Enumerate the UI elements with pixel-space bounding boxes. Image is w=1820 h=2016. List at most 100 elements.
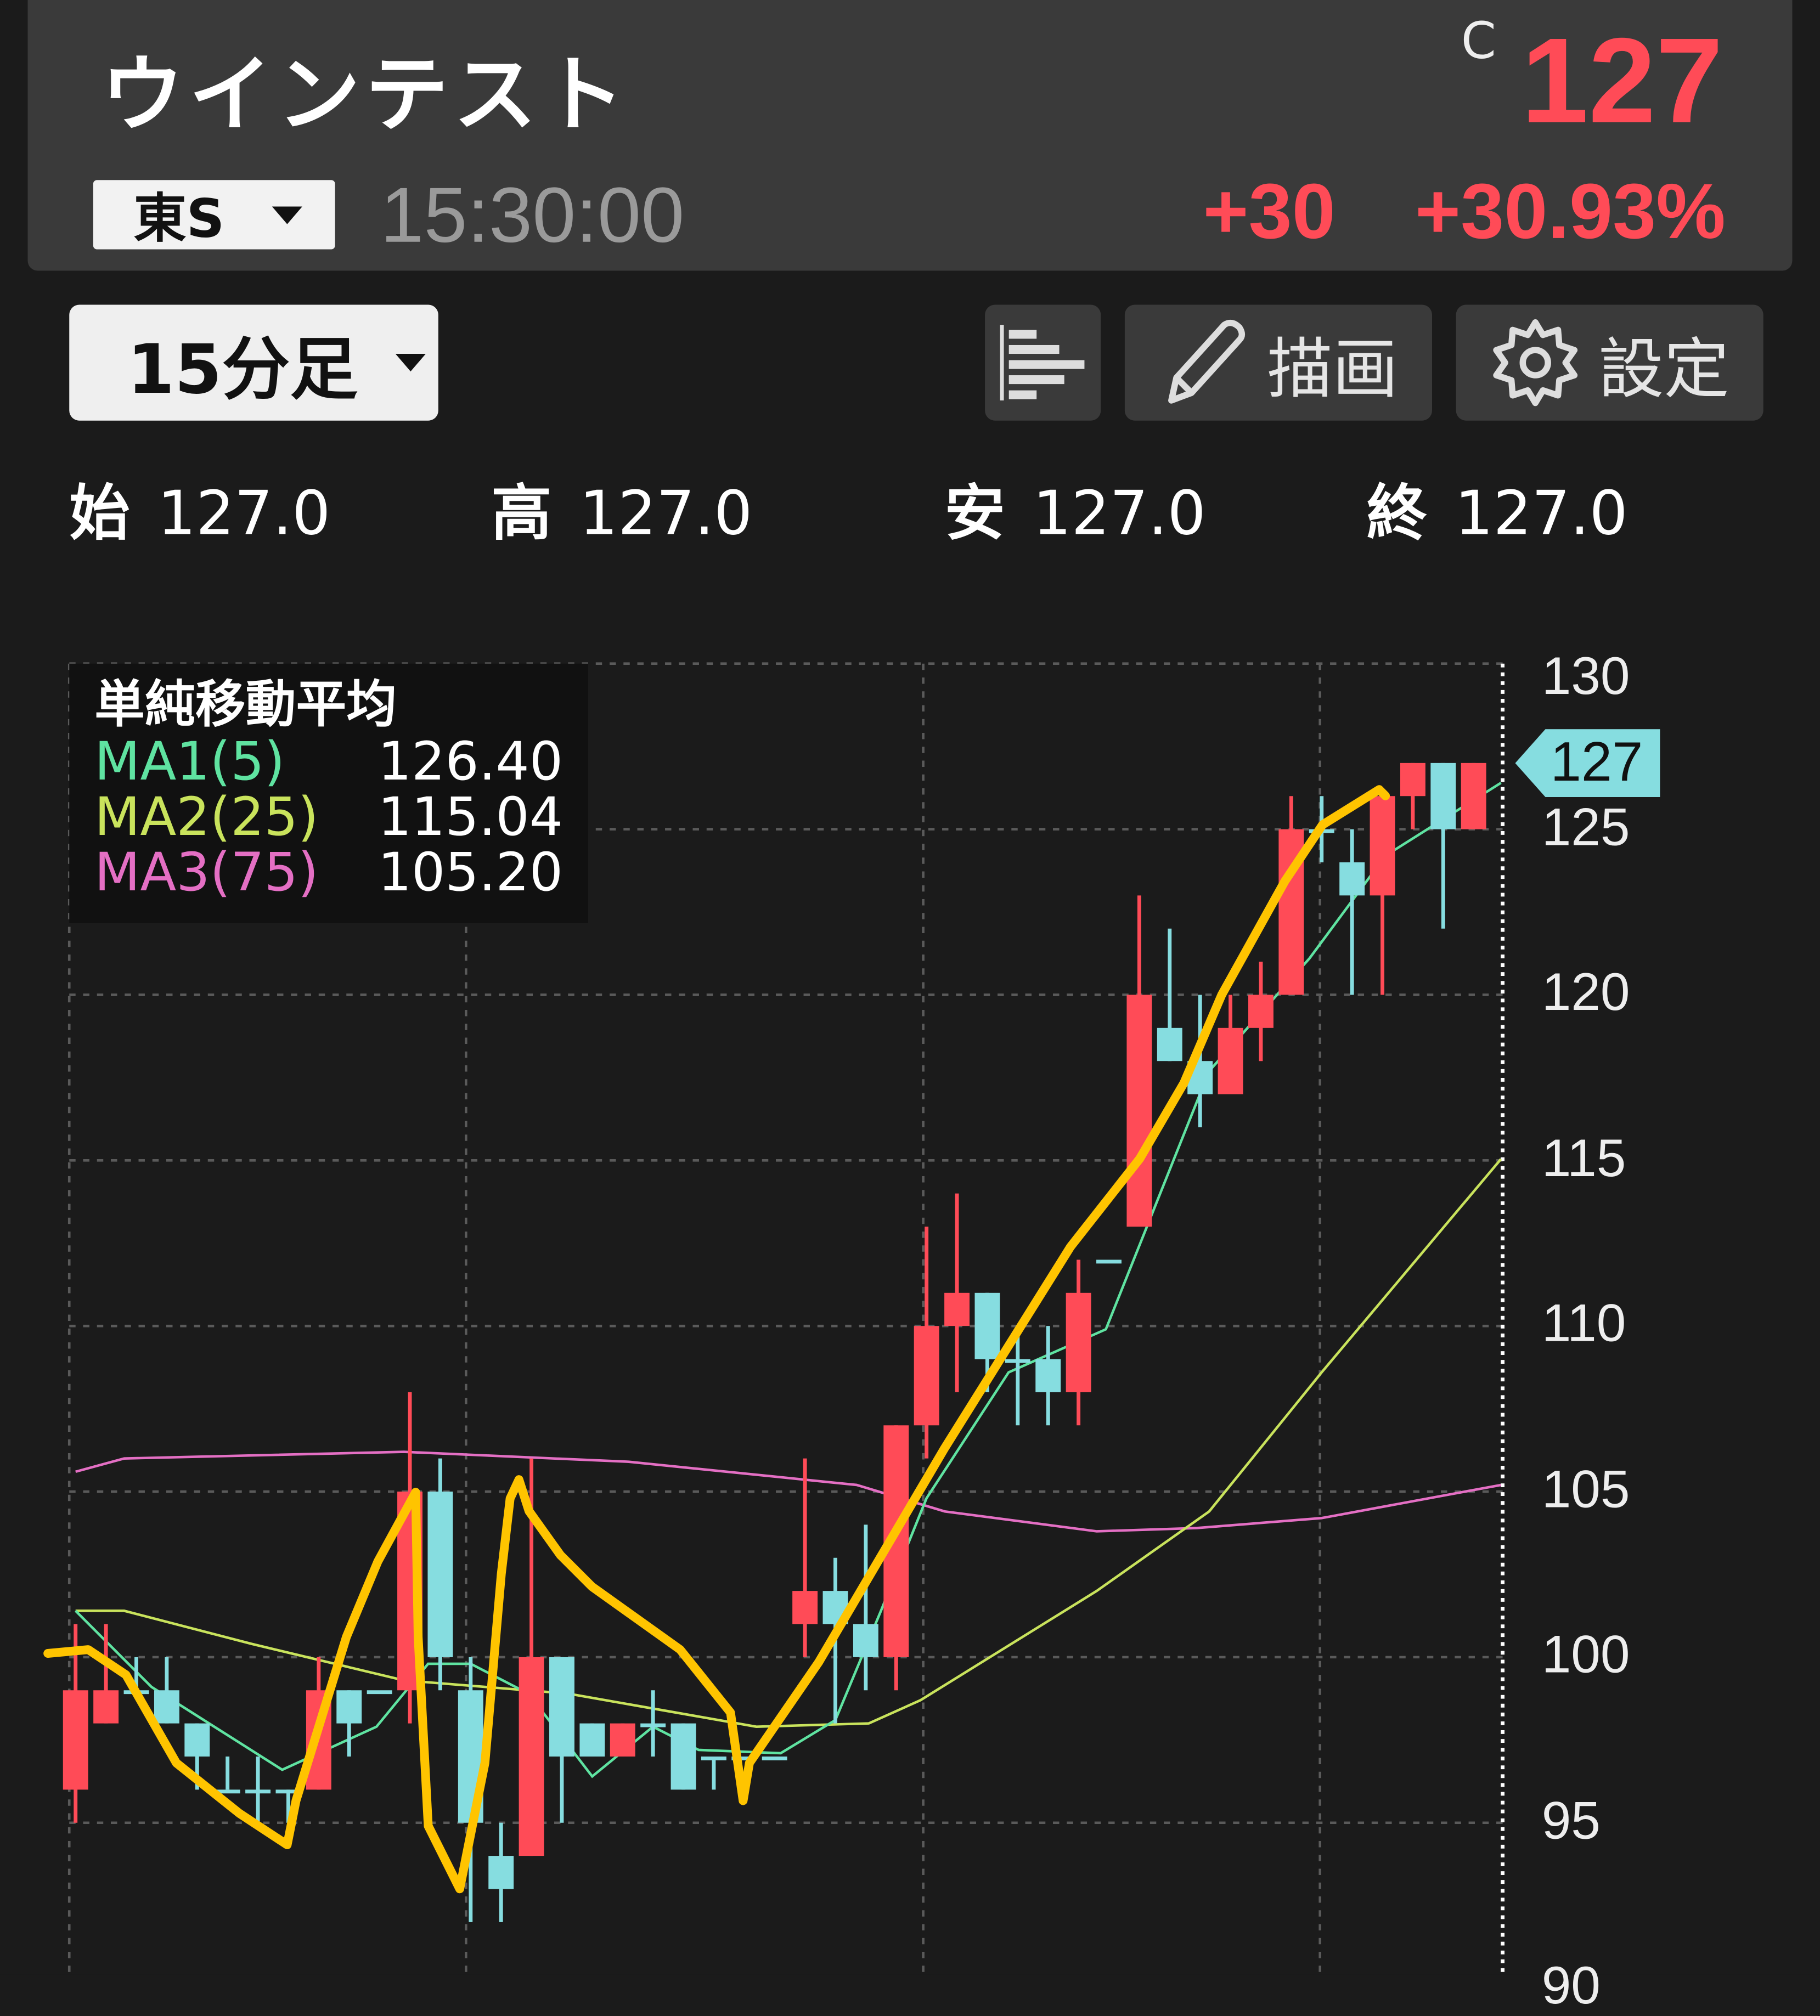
change-percent: +30.93% xyxy=(1415,168,1726,256)
y-tick-label: 130 xyxy=(1541,646,1630,705)
candle-body xyxy=(1339,862,1365,896)
y-tick-label: 95 xyxy=(1541,1790,1601,1849)
candle-body xyxy=(1157,1027,1182,1061)
legend-ma3: MA3(75) 105.20 xyxy=(94,841,563,902)
legend-ma1: MA1(5) 126.40 xyxy=(94,730,563,792)
draw-button[interactable]: 描画 xyxy=(1124,304,1432,421)
candle-body xyxy=(1248,995,1274,1028)
candle-body xyxy=(1126,995,1152,1227)
list-button[interactable] xyxy=(985,304,1101,421)
candle-body xyxy=(1096,1260,1122,1264)
legend-title: 単純移動平均 xyxy=(94,676,397,735)
ohlc-high: 高 127.0 xyxy=(491,464,752,552)
candle-body xyxy=(184,1723,210,1757)
candle-body xyxy=(1066,1292,1091,1392)
y-tick-label: 100 xyxy=(1541,1624,1630,1684)
legend-label: MA3(75) xyxy=(94,841,319,903)
price-change: +30 +30.93% xyxy=(1203,167,1725,257)
timeframe-label: 15分足 xyxy=(127,329,358,409)
chevron-down-icon xyxy=(272,206,303,224)
market-label: 東S xyxy=(133,188,225,250)
y-tick-label: 125 xyxy=(1541,796,1630,856)
candle-body xyxy=(1005,1359,1030,1363)
legend-value: 115.04 xyxy=(377,786,564,848)
current-price: 127 xyxy=(1521,14,1723,149)
candle-body xyxy=(670,1723,696,1790)
candle-body xyxy=(93,1690,119,1724)
list-icon xyxy=(1000,325,1085,400)
ma-line-3 xyxy=(75,1450,1501,1533)
ohlc-low: 安 127.0 xyxy=(945,464,1206,552)
y-tick-label: 90 xyxy=(1541,1955,1601,2015)
legend-value: 105.20 xyxy=(377,841,564,903)
y-tick-label: 105 xyxy=(1541,1459,1630,1518)
ma-legend: 単純移動平均 MA1(5) 126.40 MA2(25) 115.04 MA3(75… xyxy=(69,663,588,923)
candle-body xyxy=(974,1292,1000,1359)
candle-body xyxy=(914,1326,939,1426)
price-tag-value: 127 xyxy=(1550,731,1643,794)
quote-header: ウインテスト C 127 東S 15:30:00 +30 +30.93% xyxy=(27,0,1793,271)
ma-line-2 xyxy=(75,1158,1502,1728)
ohlc-value: 127.0 xyxy=(157,478,331,549)
candle-body xyxy=(215,1789,240,1794)
candle-body xyxy=(367,1690,392,1695)
freehand-drawing xyxy=(43,785,1390,1894)
candle-body xyxy=(519,1657,544,1856)
market-selector[interactable]: 東S xyxy=(93,180,335,250)
y-tick-label: 110 xyxy=(1541,1293,1626,1353)
pencil-icon xyxy=(1168,319,1246,404)
candle-body xyxy=(1035,1359,1061,1392)
candle-body xyxy=(1461,763,1486,829)
y-tick-label: 120 xyxy=(1541,962,1630,1021)
change-value: +30 xyxy=(1203,168,1336,256)
candle-body xyxy=(610,1723,635,1757)
legend-label: MA2(25) xyxy=(94,786,319,848)
chevron-down-icon xyxy=(396,354,426,372)
ohlc-key: 高 xyxy=(491,478,552,549)
candle-body xyxy=(1430,763,1456,829)
candle-body xyxy=(427,1492,453,1657)
candle-body xyxy=(63,1690,88,1790)
candle-body xyxy=(731,1756,757,1760)
y-tick-label: 115 xyxy=(1541,1127,1626,1187)
ohlc-value: 127.0 xyxy=(1455,478,1628,549)
legend-ma2: MA2(25) 115.04 xyxy=(94,786,563,847)
current-price-tag: 127 xyxy=(1515,729,1660,798)
candle-body xyxy=(640,1723,666,1727)
ohlc-open: 始 127.0 xyxy=(69,464,330,552)
ohlc-close: 終 127.0 xyxy=(1367,464,1628,552)
legend-value: 126.40 xyxy=(377,730,564,792)
candle-body xyxy=(245,1789,271,1794)
gear-icon xyxy=(1493,319,1578,406)
price-tag-shape xyxy=(1515,729,1660,798)
candle-body xyxy=(944,1292,970,1326)
candle-body xyxy=(1370,796,1395,896)
ohlc-key: 始 xyxy=(69,478,130,549)
settings-button[interactable]: 設定 xyxy=(1456,304,1763,421)
ohlc-key: 安 xyxy=(944,478,1005,549)
candle-body xyxy=(792,1591,818,1624)
timeframe-dropdown[interactable]: 15分足 xyxy=(69,304,438,421)
ohlc-row: 始 127.0 高 127.0 安 127.0 終 127.0 xyxy=(69,464,1706,552)
price-label: C xyxy=(1461,12,1496,71)
candle-body xyxy=(853,1624,878,1657)
draw-label: 描画 xyxy=(1267,331,1399,408)
candle-body xyxy=(701,1756,726,1760)
legend-label: MA1(5) xyxy=(94,730,285,792)
candle-body xyxy=(1218,1027,1243,1094)
settings-label: 設定 xyxy=(1598,331,1729,408)
candle-body xyxy=(275,1789,301,1794)
candle-body xyxy=(336,1690,362,1724)
candle-body xyxy=(549,1657,574,1757)
candle-body xyxy=(762,1756,787,1760)
ohlc-value: 127.0 xyxy=(1033,478,1206,549)
candle-body xyxy=(154,1690,179,1724)
candle-body xyxy=(1400,763,1425,797)
ohlc-value: 127.0 xyxy=(579,478,753,549)
candle-body xyxy=(488,1856,514,1889)
ohlc-key: 終 xyxy=(1366,478,1427,549)
candlestick-chart[interactable] xyxy=(0,0,1820,1975)
stock-name: ウインテスト xyxy=(100,46,630,144)
quote-time: 15:30:00 xyxy=(380,172,685,259)
